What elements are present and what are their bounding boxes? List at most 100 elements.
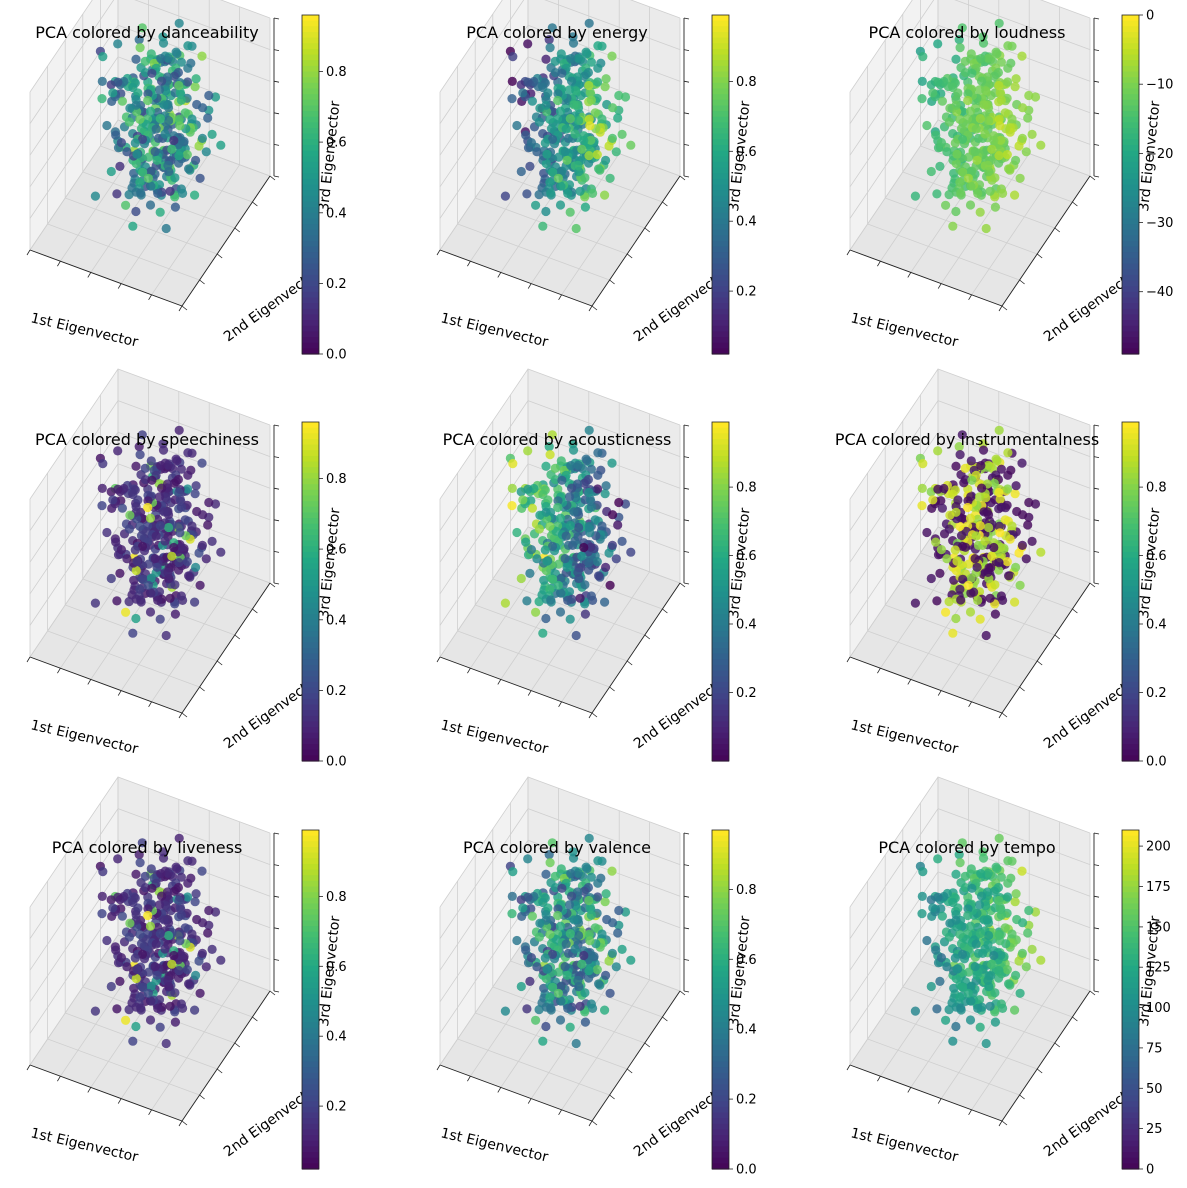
colorbar-segment	[302, 749, 319, 756]
x-tick	[937, 283, 942, 289]
colorbar-segment	[302, 727, 319, 734]
colorbar-tick-label: 0.6	[326, 136, 347, 151]
scatter-point	[136, 595, 146, 605]
scatter-point	[534, 597, 544, 607]
grid-line-y	[527, 777, 681, 992]
scatter-point	[960, 56, 970, 66]
y-tick	[1072, 608, 1078, 614]
scatter-point	[545, 450, 555, 460]
scatter-point	[579, 478, 589, 488]
scatter-point	[966, 49, 976, 59]
scatter-point	[945, 510, 955, 520]
colorbar-segment	[712, 920, 729, 927]
colorbar-frame	[1121, 829, 1140, 1170]
colorbar-segment	[712, 749, 729, 756]
scatter-point	[998, 595, 1008, 606]
colorbar-segment	[1122, 580, 1139, 587]
colorbar-segment	[302, 835, 319, 842]
scatter-point	[512, 527, 522, 538]
colorbar-segment	[302, 105, 319, 112]
scatter-point	[963, 95, 973, 106]
scatter-point	[965, 200, 976, 210]
colorbar-segment	[1122, 99, 1139, 106]
scatter-point	[607, 948, 618, 959]
grid-line-y	[867, 881, 1020, 1096]
colorbar-segment	[712, 1072, 729, 1080]
grid-line-z	[849, 368, 1091, 500]
colorbar-segment	[1122, 269, 1139, 276]
scatter-point	[164, 522, 174, 533]
colorbar-segment	[712, 830, 729, 837]
scatter-point	[134, 35, 144, 45]
y-tick	[1001, 305, 1008, 311]
scatter-point	[560, 147, 570, 157]
y-tick	[216, 660, 223, 666]
scatter-point	[195, 988, 205, 998]
scatter-point	[540, 953, 550, 963]
colorbar-segment	[302, 535, 319, 542]
x-tick	[57, 260, 61, 267]
scatter-point	[580, 202, 591, 212]
scatter-point	[1024, 905, 1034, 916]
scatter-point	[917, 94, 927, 104]
colorbar-segment	[302, 455, 319, 463]
scatter-point	[164, 115, 174, 126]
scatter-point	[954, 442, 964, 452]
scatter-point	[566, 461, 576, 471]
scatter-point	[970, 147, 980, 157]
colorbar-segment	[712, 1056, 729, 1063]
scatter-point	[975, 929, 985, 939]
colorbar-tick-label: 0.6	[736, 549, 757, 564]
scatter-point	[973, 188, 983, 198]
scatter-point	[97, 483, 107, 493]
colorbar-segment	[712, 133, 729, 140]
scatter-point	[541, 158, 551, 169]
scatter-point	[540, 138, 550, 148]
scatter-point	[611, 147, 621, 157]
colorbar-segment	[302, 574, 319, 581]
x-tick	[558, 701, 562, 708]
colorbar-tick-label: 200	[1146, 840, 1171, 855]
scatter-point	[957, 838, 967, 848]
scatter-point	[966, 588, 976, 598]
z-tick	[273, 49, 280, 51]
colorbar-segment	[302, 348, 319, 355]
colorbar-segment	[1122, 506, 1139, 513]
scatter-point	[933, 854, 943, 864]
scatter-point	[990, 202, 1001, 212]
colorbar-segment	[1122, 286, 1139, 293]
colorbar-tick-label: 0.4	[326, 206, 347, 221]
y-tick	[216, 253, 223, 259]
scatter-point	[182, 557, 192, 567]
scatter-point	[512, 120, 522, 131]
scatter-point	[571, 1038, 581, 1049]
colorbar-segment	[1122, 280, 1139, 287]
colorbar-segment	[712, 892, 729, 899]
scatter-point	[984, 522, 994, 533]
scatter-point	[521, 537, 531, 547]
scatter-point	[963, 580, 974, 590]
colorbar-segment	[302, 122, 319, 129]
colorbar-segment	[1122, 512, 1139, 519]
subplot-title: PCA colored by energy	[466, 23, 647, 42]
scatter-point	[521, 945, 531, 955]
colorbar-segment	[302, 738, 319, 745]
scatter-point	[950, 138, 960, 148]
colorbar-segment	[712, 94, 729, 101]
colorbar-tick-label: 50	[1146, 1082, 1163, 1097]
colorbar-segment	[1122, 920, 1139, 927]
scatter-point	[564, 492, 575, 502]
colorbar-segment	[1122, 909, 1139, 916]
colorbar-segment	[302, 892, 319, 899]
scatter-point	[197, 133, 207, 143]
scatter-point	[90, 1006, 100, 1016]
scatter-point	[130, 953, 140, 963]
colorbar-segment	[1122, 489, 1139, 497]
colorbar-segment	[302, 286, 319, 293]
subplot-title: PCA colored by liveness	[52, 838, 243, 857]
colorbar-segment	[302, 1135, 319, 1142]
colorbar-segment	[302, 523, 319, 530]
scatter-point	[613, 928, 623, 938]
grid-line-y	[902, 829, 1055, 1044]
y-axis-line	[1001, 582, 1091, 714]
